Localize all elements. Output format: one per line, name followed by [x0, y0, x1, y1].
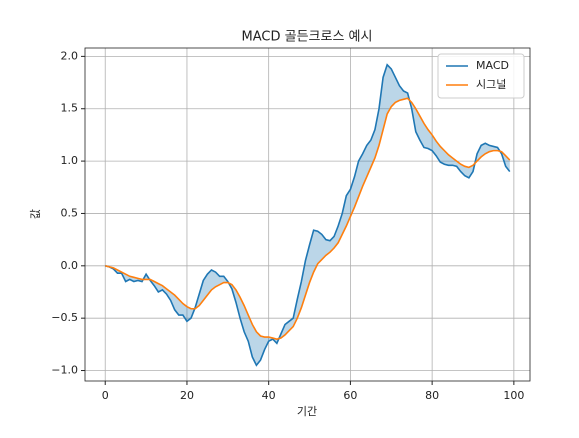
y-axis-label: 값 — [29, 209, 42, 219]
legend-label: 시그널 — [476, 78, 506, 91]
y-tick-label: 1.0 — [61, 154, 79, 167]
y-tick-label: −1.0 — [51, 364, 78, 377]
legend-box — [437, 53, 525, 99]
y-tick-label: 0.5 — [61, 206, 79, 219]
x-tick-label: 80 — [425, 389, 439, 402]
y-tick-label: 2.0 — [61, 49, 79, 62]
legend-label: MACD — [476, 59, 509, 72]
y-tick-label: −0.5 — [51, 311, 78, 324]
y-tick-label: 1.5 — [61, 102, 79, 115]
plot-frame — [84, 47, 531, 382]
x-tick-label: 100 — [503, 389, 524, 402]
x-tick-label: 60 — [343, 389, 357, 402]
x-tick-label: 0 — [102, 389, 109, 402]
y-tick-label: 0.0 — [61, 259, 79, 272]
line — [105, 97, 511, 340]
chart-title: MACD 골든크로스 예시 — [242, 30, 373, 45]
fill-between — [105, 64, 510, 366]
line — [105, 63, 511, 367]
x-tick-label: 20 — [180, 389, 194, 402]
x-tick-label: 40 — [262, 389, 276, 402]
x-axis-label: 기간 — [297, 405, 317, 418]
